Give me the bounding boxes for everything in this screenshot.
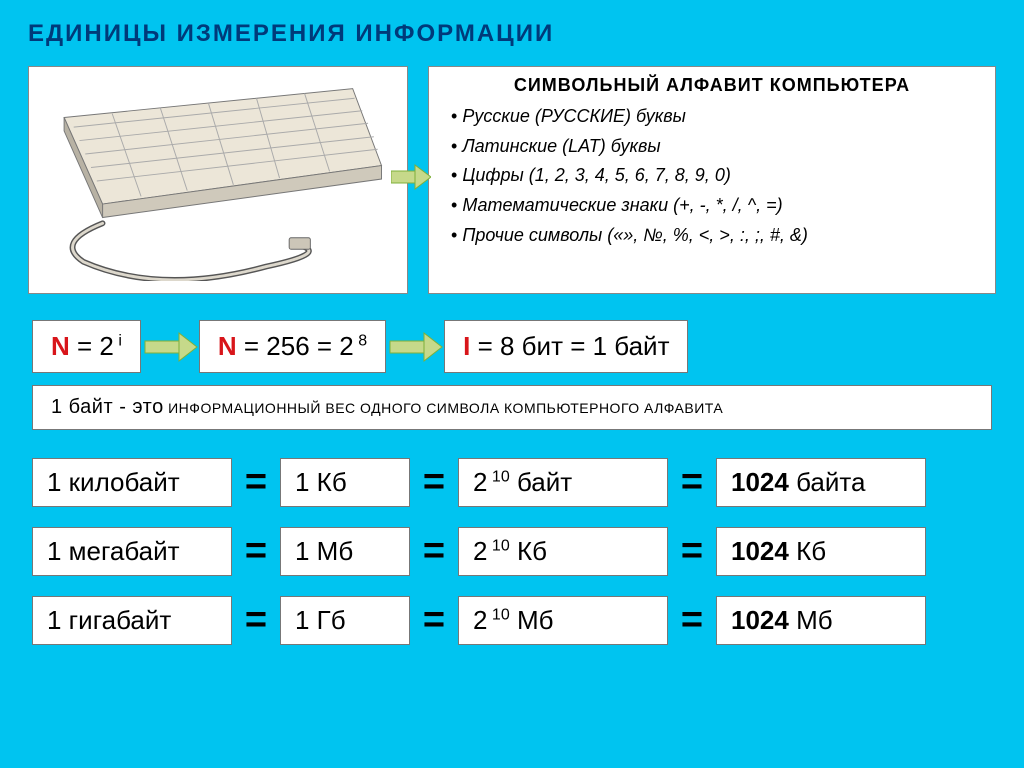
equals-sign: = [668,530,716,573]
list-item: Прочие символы («», №, %, <, >, :, ;, #,… [451,221,981,251]
equals-sign: = [410,461,458,504]
equals-sign: = [232,461,280,504]
unit-value: 1024 байта [716,458,926,507]
formula-3: I = 8 бит = 1 байт [444,320,688,373]
equals-sign: = [668,461,716,504]
keyboard-icon [41,79,395,281]
equals-sign: = [668,599,716,642]
unit-name: 1 мегабайт [32,527,232,576]
equals-sign: = [232,599,280,642]
top-row: СИМВОЛЬНЫЙ АЛФАВИТ КОМПЬЮТЕРА Русские (Р… [28,66,996,294]
unit-power: 2 10 Кб [458,527,668,576]
unit-row: 1 килобайт = 1 Кб = 2 10 байт = 1024 бай… [32,458,992,507]
alphabet-title: СИМВОЛЬНЫЙ АЛФАВИТ КОМПЬЮТЕРА [443,75,981,96]
unit-abbr: 1 Гб [280,596,410,645]
byte-definition: 1 байт - это ИНФОРМАЦИОННЫЙ ВЕС ОДНОГО С… [32,385,992,430]
formula-row: N = 2 i N = 256 = 2 8 I = 8 бит = 1 байт [28,320,996,373]
equals-sign: = [410,530,458,573]
alphabet-box: СИМВОЛЬНЫЙ АЛФАВИТ КОМПЬЮТЕРА Русские (Р… [428,66,996,294]
list-item: Латинские (LAT) буквы [451,132,981,162]
keyboard-image [28,66,408,294]
unit-value: 1024 Мб [716,596,926,645]
arrow-right-icon [386,327,444,367]
alphabet-list: Русские (РУССКИЕ) буквы Латинские (LAT) … [443,102,981,250]
equals-sign: = [232,530,280,573]
unit-row: 1 мегабайт = 1 Мб = 2 10 Кб = 1024 Кб [32,527,992,576]
unit-name: 1 килобайт [32,458,232,507]
unit-row: 1 гигабайт = 1 Гб = 2 10 Мб = 1024 Мб [32,596,992,645]
arrow-right-icon [141,327,199,367]
formula-1: N = 2 i [32,320,141,373]
formula-2: N = 256 = 2 8 [199,320,386,373]
list-item: Русские (РУССКИЕ) буквы [451,102,981,132]
unit-name: 1 гигабайт [32,596,232,645]
equals-sign: = [410,599,458,642]
unit-power: 2 10 Мб [458,596,668,645]
unit-power: 2 10 байт [458,458,668,507]
page-title: ЕДИНИЦЫ ИЗМЕРЕНИЯ ИНФОРМАЦИИ [28,20,996,48]
unit-abbr: 1 Мб [280,527,410,576]
list-item: Математические знаки (+, -, *, /, ^, =) [451,191,981,221]
unit-table: 1 килобайт = 1 Кб = 2 10 байт = 1024 бай… [28,458,996,645]
unit-value: 1024 Кб [716,527,926,576]
list-item: Цифры (1, 2, 3, 4, 5, 6, 7, 8, 9, 0) [451,161,981,191]
arrow-right-icon [391,162,431,192]
unit-abbr: 1 Кб [280,458,410,507]
